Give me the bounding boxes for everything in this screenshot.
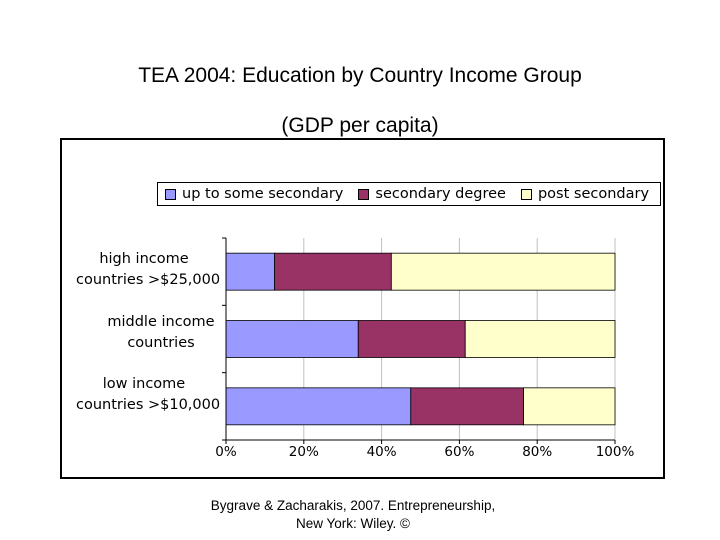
x-tick-label-80: 80% <box>522 444 552 460</box>
bar-1-up-to-some-secondary <box>225 320 359 358</box>
bar-1-post-secondary <box>464 320 616 358</box>
x-tick-label-0: 0% <box>215 444 237 460</box>
category-label-line: countries <box>127 335 195 351</box>
x-tick-label-60: 60% <box>444 444 474 460</box>
legend-swatch-series2 <box>358 188 370 200</box>
category-label-high-income: high income countries >$25,000 <box>76 249 221 291</box>
legend-swatch-series3 <box>520 188 532 200</box>
legend-label-series3: post secondary <box>537 186 650 202</box>
legend-item-post-secondary: post secondary <box>520 186 650 202</box>
category-label-line: middle income <box>107 314 215 330</box>
chart-subtitle: (GDP per capita) <box>281 114 439 137</box>
x-tick-label-100: 100% <box>596 444 635 460</box>
x-tick-label-40: 40% <box>367 444 397 460</box>
legend-label-series2: secondary degree <box>375 186 506 202</box>
legend-item-up-to-some-secondary: up to some secondary <box>165 186 343 202</box>
category-label-line: countries >$10,000 <box>76 397 221 413</box>
bar-2-up-to-some-secondary <box>225 387 412 426</box>
legend-swatch-series1 <box>165 188 176 200</box>
chart-title: TEA 2004: Education by Country Income Gr… <box>138 64 582 87</box>
bar-2-secondary-degree <box>410 387 524 426</box>
category-label-line: high income <box>99 251 189 267</box>
legend: up to some secondary secondary degree po… <box>157 182 661 206</box>
category-label-line: countries >$25,000 <box>76 272 221 288</box>
credit-line-1: Bygrave & Zacharakis, 2007. Entrepreneur… <box>210 498 496 513</box>
credit-line-2: New York: Wiley. © <box>296 516 410 531</box>
source-credit: Bygrave & Zacharakis, 2007. Entrepreneur… <box>150 497 556 533</box>
legend-item-secondary-degree: secondary degree <box>358 186 506 202</box>
legend-label-series1: up to some secondary <box>182 186 344 202</box>
bar-2-post-secondary <box>523 387 616 426</box>
x-tick-label-20: 20% <box>289 444 319 460</box>
bar-0-secondary-degree <box>274 252 392 291</box>
bar-0-post-secondary <box>390 252 616 291</box>
bar-1-secondary-degree <box>357 320 466 358</box>
bar-0-up-to-some-secondary <box>225 252 276 291</box>
category-label-low-income: low income countries >$10,000 <box>76 374 221 416</box>
category-label-line: low income <box>102 376 186 392</box>
category-label-middle-income: middle income countries <box>92 312 230 354</box>
